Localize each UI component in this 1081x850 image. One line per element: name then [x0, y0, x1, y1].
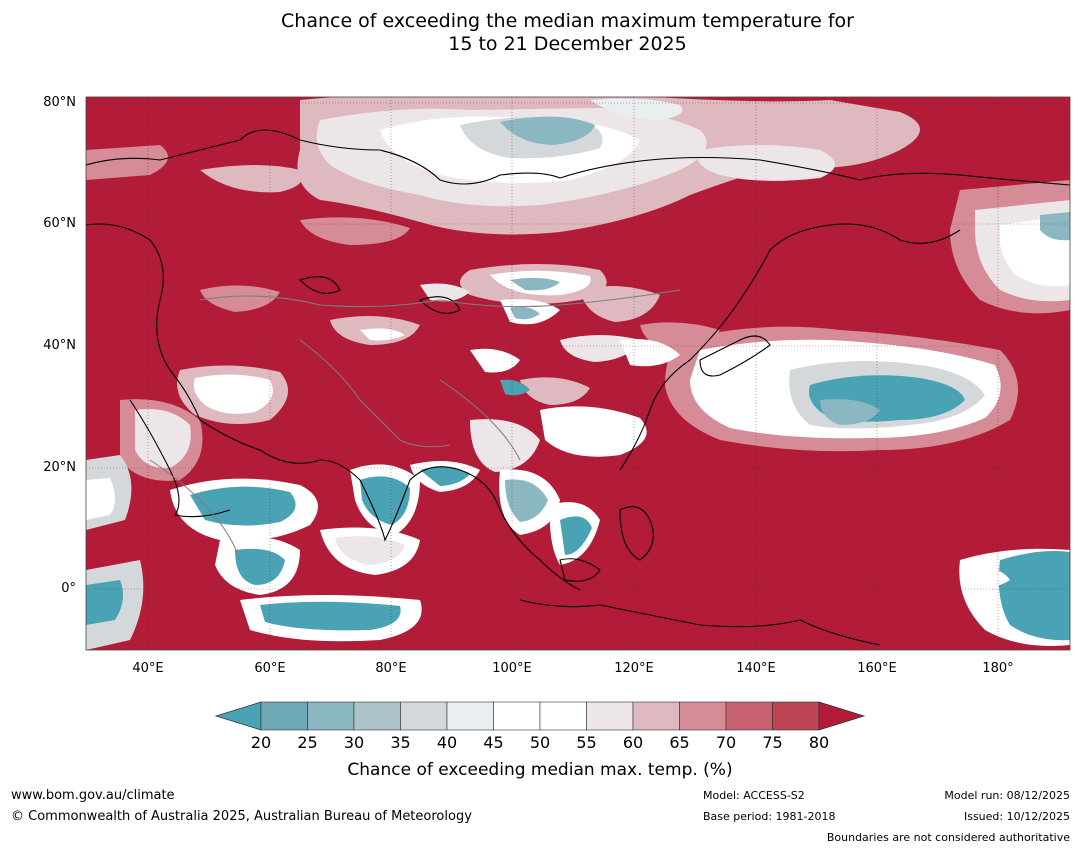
legend-tick-70: 70 — [715, 733, 737, 752]
lon-label-180: 180° — [982, 661, 1014, 676]
footer-model-run: Model run: 08/12/2025 — [944, 789, 1070, 802]
legend-tick-35: 35 — [390, 733, 411, 752]
legend-tick-75: 75 — [762, 733, 783, 752]
map-title: Chance of exceeding the median maximum t… — [0, 10, 1081, 56]
legend-tick-30: 30 — [343, 733, 365, 752]
coastlines — [86, 129, 1070, 646]
middle-east-region — [86, 365, 288, 530]
legend-swatch-45-50 — [493, 701, 541, 731]
legend-arrow-below-20 — [214, 701, 262, 731]
lon-label-60e: 60°E — [254, 661, 286, 676]
south-pacific-region — [959, 548, 1070, 646]
footer-base-period: Base period: 1981-2018 — [703, 810, 836, 823]
legend-swatch-70-75 — [725, 701, 773, 731]
lat-label-60n: 60°N — [43, 216, 76, 231]
legend-swatch-25-30 — [307, 701, 355, 731]
title-line-1: Chance of exceeding the median maximum t… — [281, 10, 854, 32]
legend-tick-20: 20 — [250, 733, 272, 752]
lon-label-140e: 140°E — [736, 661, 776, 676]
lon-label-80e: 80°E — [375, 661, 407, 676]
footer-website[interactable]: www.bom.gov.au/climate — [11, 788, 175, 803]
lon-label-40e: 40°E — [132, 661, 164, 676]
legend-tick-55: 55 — [576, 733, 597, 752]
legend-swatch-60-65 — [632, 701, 680, 731]
legend-swatch-50-55 — [539, 701, 587, 731]
legend-swatch-35-40 — [400, 701, 448, 731]
footer-model: Model: ACCESS-S2 — [703, 789, 805, 802]
lat-label-40n: 40°N — [43, 338, 76, 353]
legend-tick-60: 60 — [622, 733, 644, 752]
probability-map — [85, 96, 1071, 651]
legend-tick-80: 80 — [808, 733, 830, 752]
lon-label-160e: 160°E — [857, 661, 897, 676]
legend-swatch-40-45 — [446, 701, 494, 731]
north-pacific-region — [950, 180, 1070, 314]
legend-tick-25: 25 — [297, 733, 318, 752]
lat-label-20n: 20°N — [43, 460, 76, 475]
legend-tick-40: 40 — [436, 733, 458, 752]
legend-swatch-30-35 — [353, 701, 401, 731]
legend-title: Chance of exceeding median max. temp. (%… — [347, 760, 733, 780]
footer-copyright: © Commonwealth of Australia 2025, Austra… — [11, 809, 472, 824]
map-field — [86, 97, 1070, 650]
lon-label-100e: 100°E — [492, 661, 532, 676]
east-asia-region — [470, 286, 660, 565]
legend-arrow-above-80 — [818, 701, 866, 731]
legend-colorbar — [214, 701, 866, 731]
title-line-2: 15 to 21 December 2025 — [448, 33, 687, 55]
legend-swatch-55-60 — [586, 701, 634, 731]
legend-tick-65: 65 — [669, 733, 690, 752]
legend-tick-50: 50 — [529, 733, 551, 752]
lat-label-0: 0° — [61, 581, 76, 596]
legend-swatch-75-80 — [772, 701, 820, 731]
footer-boundaries-note: Boundaries are not considered authoritat… — [826, 831, 1070, 844]
lat-label-80n: 80°N — [43, 95, 76, 110]
borders — [149, 289, 681, 561]
map-frame — [85, 96, 1071, 651]
legend-swatch-65-70 — [679, 701, 727, 731]
legend-tick-45: 45 — [483, 733, 504, 752]
legend-swatch-20-25 — [260, 701, 308, 731]
lon-label-120e: 120°E — [614, 661, 654, 676]
footer-issued: Issued: 10/12/2025 — [963, 810, 1070, 823]
